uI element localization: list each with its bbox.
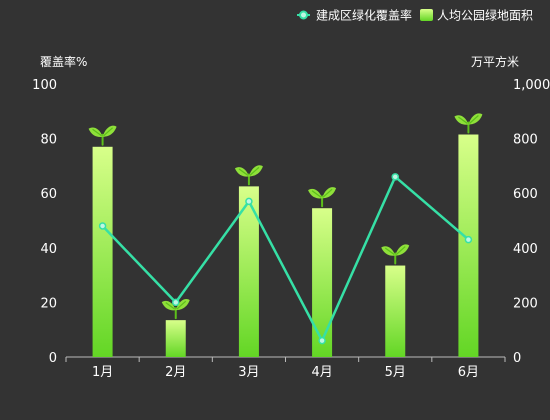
y-left-tick-label: 80 [40,133,57,148]
sprout-vein-left [238,168,249,176]
y-left-axis: 0 20 40 60 80 100 [32,78,57,366]
sprout-icon [308,187,337,208]
sprout-icon [161,299,190,320]
y-right-tick-label: 200 [513,296,538,311]
sprout-icon [234,165,263,186]
sprout-vein-right [249,166,260,176]
y-right-tick-label: 0 [513,351,521,366]
x-tick-label: 1月 [92,365,113,380]
sprout-vein-right [322,188,333,198]
line-point[interactable] [245,197,253,206]
y-right-tick-label: 600 [513,187,538,202]
sprout-icon [88,125,117,146]
x-tick-label: 3月 [238,365,259,380]
line-point[interactable] [172,298,180,307]
sprout-vein-left [311,190,322,198]
bar-series [92,134,479,357]
sprout-vein-right [176,300,187,310]
bar[interactable] [165,320,186,357]
sprout-vein-left [384,247,395,256]
bar[interactable] [385,265,406,357]
line-point[interactable] [464,235,473,244]
x-tick-label: 5月 [385,365,406,380]
x-axis: 1月 2月 3月 4月 5月 6月 [65,357,506,380]
sprout-markers [88,113,483,320]
y-right-axis-title: 万平方米 [471,54,519,69]
bar[interactable] [92,146,113,357]
legend-item-line[interactable]: 建成区绿化覆盖率 [297,8,412,23]
line-point[interactable] [391,173,399,181]
legend-line-marker [299,10,308,20]
legend-label-line: 建成区绿化覆盖率 [316,8,412,23]
sprout-vein-left [458,116,468,124]
y-right-tick-label: 800 [513,133,538,148]
y-left-tick-label: 40 [40,242,57,257]
sprout-vein-right [103,127,113,137]
y-left-tick-label: 20 [40,296,57,311]
y-left-axis-title: 覆盖率% [40,54,87,69]
bar[interactable] [312,208,333,357]
line-series [98,173,473,345]
sprout-icon [454,113,483,134]
line-point[interactable] [98,222,107,230]
sprout-icon [381,244,410,265]
legend-item-bar[interactable]: 人均公园绿地面积 [420,8,533,23]
bar[interactable] [238,186,259,357]
x-tick-label: 4月 [311,365,332,380]
y-right-tick-label: 400 [513,242,538,257]
sprout-vein-left [165,302,176,310]
sprout-vein-right [469,115,479,124]
y-left-tick-label: 60 [40,187,57,202]
legend-bar-swatch [420,9,433,21]
y-left-tick-label: 100 [32,78,57,93]
y-right-tick-label: 1,000 [513,78,550,93]
sprout-vein-left [92,128,102,137]
legend: 建成区绿化覆盖率 人均公园绿地面积 [297,8,533,23]
x-tick-label: 2月 [165,365,186,380]
x-tick-label: 6月 [458,365,479,380]
coverage-line [101,175,470,342]
y-left-tick-label: 0 [49,351,57,366]
line-point[interactable] [318,336,326,345]
legend-label-bar: 人均公园绿地面积 [437,8,533,23]
bar[interactable] [458,134,479,357]
sprout-vein-right [395,246,406,255]
y-right-axis: 0 200 400 600 800 1,000 [513,78,550,366]
